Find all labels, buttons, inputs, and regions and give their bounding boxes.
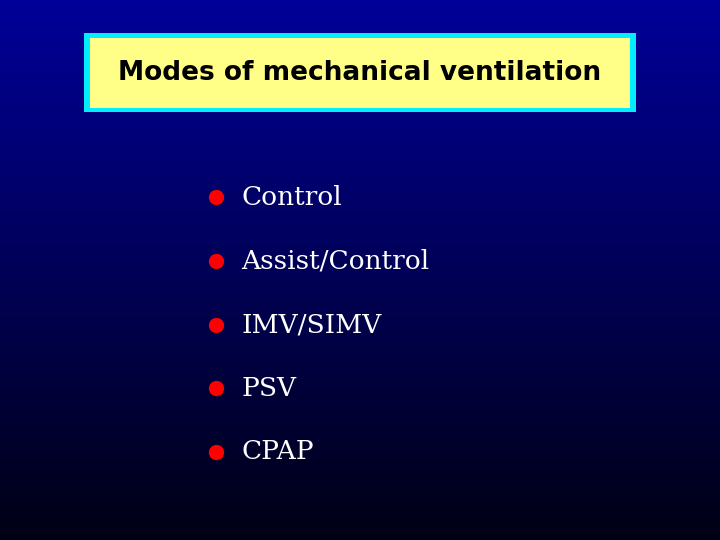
Text: PSV: PSV	[241, 376, 296, 401]
Text: Assist/Control: Assist/Control	[241, 248, 429, 273]
Text: CPAP: CPAP	[241, 440, 314, 464]
Bar	[90, 38, 630, 108]
Text: Control: Control	[241, 185, 342, 210]
Text: IMV/SIMV: IMV/SIMV	[241, 312, 382, 337]
Text: Modes of mechanical ventilation: Modes of mechanical ventilation	[118, 60, 602, 86]
Bar	[84, 33, 636, 112]
